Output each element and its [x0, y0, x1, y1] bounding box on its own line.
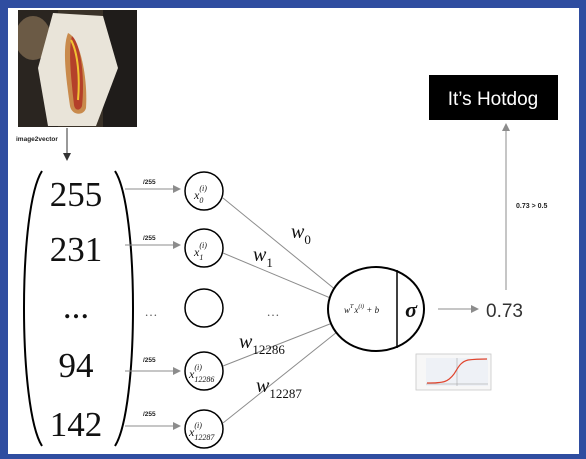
- weight-connection: [222, 252, 341, 303]
- sigmoid-symbol: σ: [405, 297, 418, 322]
- neuron: [327, 266, 425, 352]
- input-label: x0(i): [193, 184, 207, 205]
- input-node: [184, 171, 224, 211]
- result-label: It’s Hotdog: [448, 89, 538, 110]
- vector-right-bracket: [114, 170, 134, 447]
- ellipsis: …: [145, 304, 158, 319]
- pixel-value: 142: [50, 405, 103, 444]
- input-label: x12287(i): [188, 421, 215, 442]
- scale-label: /255: [143, 357, 156, 364]
- input-node: [184, 409, 224, 449]
- weight-label: w0: [291, 221, 311, 247]
- input-label: x1(i): [193, 241, 207, 262]
- pixel-value: 231: [50, 230, 103, 269]
- weight-label: w12287: [256, 375, 302, 401]
- scale-label: /255: [143, 411, 156, 418]
- weight-label: w1: [253, 244, 273, 270]
- ellipsis: …: [267, 304, 280, 319]
- input-node: [184, 228, 224, 268]
- pixel-value: 255: [50, 175, 103, 214]
- diagram: image2vector 255 231 ... 94 142 /255 /25…: [16, 10, 558, 449]
- weight-connection: [222, 197, 343, 296]
- scale-label: /255: [143, 179, 156, 186]
- result-box: [429, 75, 558, 120]
- pixel-value: 94: [59, 346, 94, 385]
- input-node: [184, 288, 224, 328]
- slide: image2vector 255 231 ... 94 142 /255 /25…: [8, 8, 579, 454]
- input-label: x12286(i): [188, 363, 214, 384]
- sigmoid-plot-thumbnail: [415, 353, 492, 391]
- output-value: 0.73: [486, 301, 523, 322]
- pixel-value: ...: [63, 287, 89, 326]
- hotdog-photo: [18, 10, 137, 127]
- weight-label: w12286: [239, 331, 285, 357]
- weight-connection: [222, 327, 343, 424]
- scale-label: /255: [143, 235, 156, 242]
- input-node: [184, 351, 224, 391]
- image2vector-label: image2vector: [16, 136, 58, 143]
- linear-function: wTx(i) + b: [344, 303, 380, 315]
- vector-left-bracket: [23, 170, 43, 447]
- weight-connection: [222, 318, 341, 367]
- threshold-label: 0.73 > 0.5: [516, 203, 547, 210]
